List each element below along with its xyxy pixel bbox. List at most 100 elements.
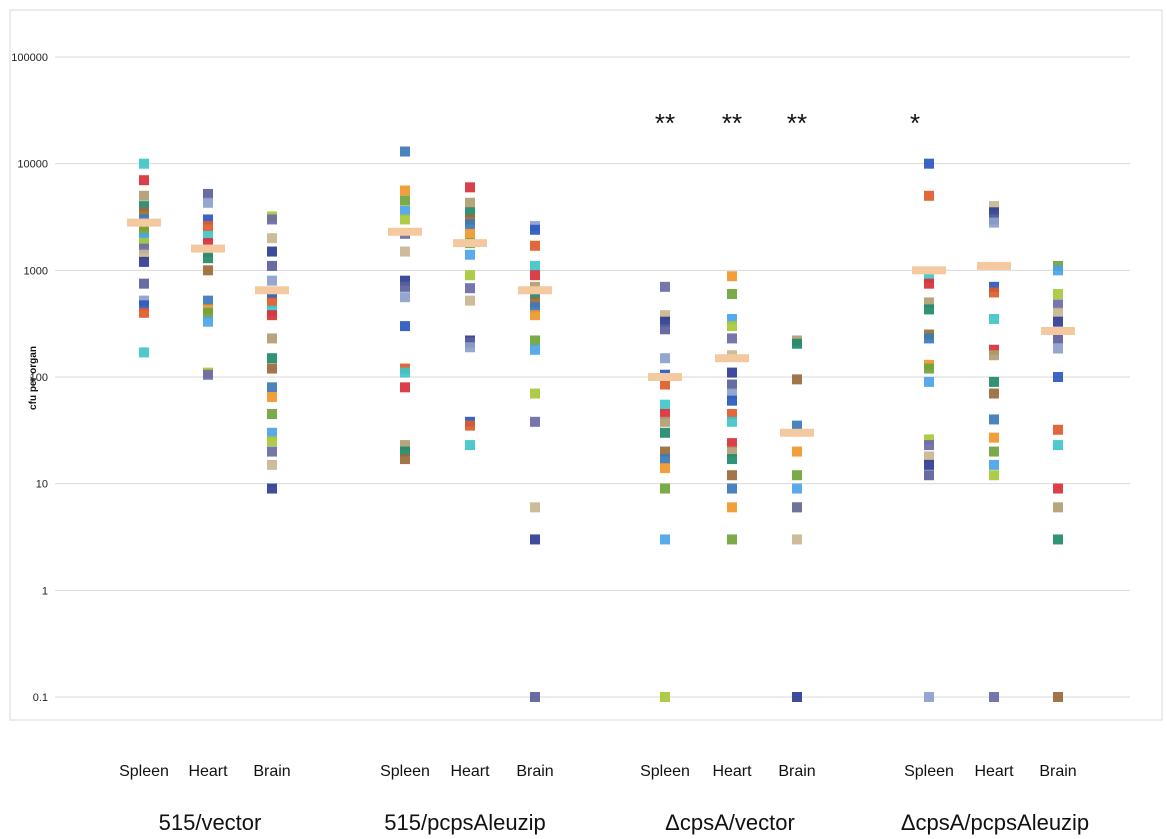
data-point (727, 379, 737, 390)
data-point (465, 228, 475, 239)
data-point (727, 395, 737, 406)
data-point (203, 316, 213, 327)
data-point (139, 243, 149, 254)
data-point (1053, 333, 1063, 344)
data-point (465, 249, 475, 260)
data-point (203, 214, 213, 225)
data-point (530, 388, 540, 399)
data-point (924, 297, 934, 308)
data-point (727, 483, 737, 494)
data-point (400, 205, 410, 216)
data-point (924, 333, 934, 344)
organ-label: Heart (712, 763, 752, 780)
y-tick-label: 100 (30, 372, 48, 384)
data-point (530, 224, 540, 235)
data-point (267, 310, 277, 321)
median-markers (127, 218, 1075, 437)
data-point (1053, 424, 1063, 435)
data-point (660, 324, 670, 335)
data-point (1053, 483, 1063, 494)
data-point (792, 420, 802, 431)
data-point (924, 376, 934, 387)
data-point (139, 249, 149, 260)
data-point (139, 175, 149, 186)
data-point (530, 344, 540, 355)
data-point (989, 217, 999, 228)
data-point (989, 414, 999, 425)
data-point (267, 214, 277, 225)
data-point (400, 195, 410, 206)
data-point (989, 376, 999, 387)
data-point (924, 304, 934, 315)
data-point (924, 451, 934, 462)
data-point (924, 158, 934, 169)
median-marker (388, 227, 422, 236)
data-point (400, 214, 410, 225)
data-point (400, 367, 410, 378)
median-marker (453, 239, 487, 248)
gridlines (55, 56, 1130, 698)
data-point (203, 238, 213, 249)
data-point (267, 363, 277, 374)
significance-star: ** (787, 108, 807, 138)
data-point (1053, 440, 1063, 451)
organ-label: Brain (1039, 763, 1076, 780)
organ-label: Spleen (904, 763, 954, 780)
organ-label: Spleen (119, 763, 169, 780)
data-point (727, 408, 737, 419)
organ-label: Heart (450, 763, 490, 780)
data-point (400, 275, 410, 286)
data-point (267, 233, 277, 244)
data-point (727, 470, 737, 481)
data-point (727, 333, 737, 344)
data-point (267, 446, 277, 457)
data-point (924, 363, 934, 374)
median-marker (912, 266, 946, 275)
data-point (1053, 372, 1063, 382)
data-point (139, 158, 149, 169)
data-point (727, 288, 737, 299)
data-point (139, 307, 149, 318)
group-label: ΔcpsA/vector (665, 810, 795, 835)
data-point (267, 260, 277, 271)
y-tick-label: 0.1 (33, 692, 48, 704)
median-marker (255, 286, 289, 295)
data-point (989, 207, 999, 218)
significance-markers: ** ** ** * (655, 108, 920, 138)
data-point (727, 321, 737, 332)
data-point (660, 483, 670, 494)
y-tick-label: 1000 (24, 265, 48, 277)
y-tick-label: 100000 (11, 52, 48, 64)
data-point (660, 353, 670, 364)
data-point (267, 382, 277, 393)
data-point (267, 459, 277, 470)
data-point (203, 295, 213, 306)
data-point (267, 333, 277, 344)
data-point (139, 256, 149, 267)
data-point (267, 408, 277, 419)
organ-label: Spleen (380, 763, 430, 780)
data-point (530, 240, 540, 251)
data-point (792, 692, 802, 702)
median-marker (780, 428, 814, 437)
organ-label: Brain (516, 763, 553, 780)
data-point (530, 310, 540, 321)
data-point (267, 246, 277, 257)
significance-star: ** (655, 108, 675, 138)
organ-label: Spleen (640, 763, 690, 780)
data-point (727, 313, 737, 324)
data-point (989, 388, 999, 399)
data-point (530, 692, 540, 702)
data-point (400, 454, 410, 465)
data-point (465, 207, 475, 218)
median-marker (127, 218, 161, 227)
data-point (465, 197, 475, 208)
median-marker (648, 373, 682, 381)
data-point (530, 534, 540, 545)
group-label: ΔcpsA/pcpsAleuzip (901, 810, 1089, 835)
data-point (727, 271, 737, 282)
data-point (1053, 534, 1063, 545)
data-point (203, 230, 213, 241)
data-point (139, 207, 149, 218)
